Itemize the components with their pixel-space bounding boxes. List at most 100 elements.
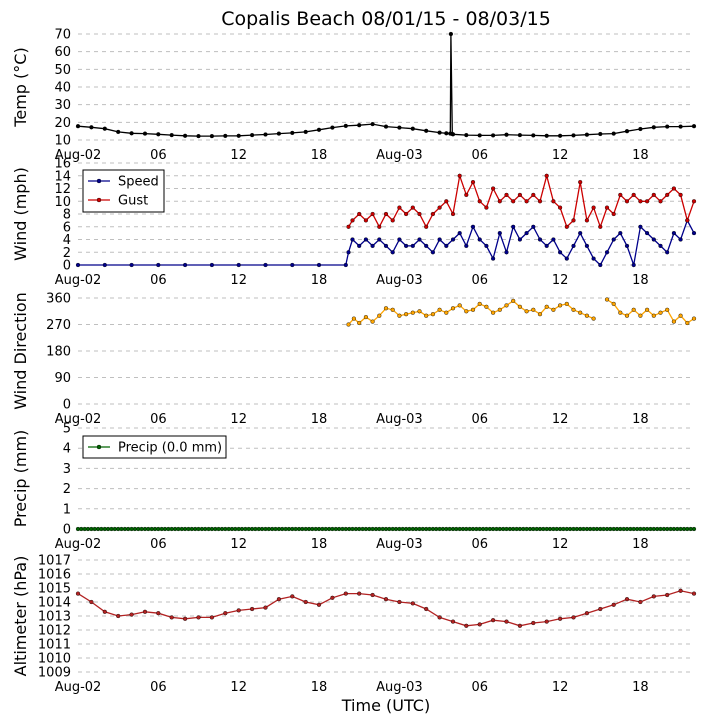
wind-data-point: [464, 192, 469, 197]
temp-data-point: [370, 121, 375, 127]
direction-data-point: [678, 313, 683, 318]
wind-data-point: [517, 237, 522, 242]
wind-data-point: [557, 250, 563, 255]
wind-data-point: [551, 237, 556, 242]
wind-x-tick-label: 18: [632, 273, 649, 288]
direction-y-tick-label: 270: [46, 318, 71, 333]
temp-data-point: [89, 125, 94, 130]
wind-legend-label: Gust: [118, 194, 148, 209]
wind-data-point: [370, 211, 375, 217]
direction-data-point: [671, 319, 676, 324]
temp-data-point: [544, 133, 549, 138]
wind-data-point: [457, 231, 462, 236]
wind-data-point: [390, 218, 395, 223]
altimeter-data-point: [89, 599, 94, 605]
temp-data-point: [156, 132, 161, 137]
temp-data-point: [598, 131, 603, 137]
altimeter-data-point: [638, 599, 643, 605]
wind-data-point: [464, 243, 469, 248]
direction-data-point: [417, 309, 422, 314]
temp-x-tick-label: Aug-02: [55, 148, 102, 163]
altimeter-y-tick-label: 1017: [38, 554, 71, 569]
direction-data-point: [611, 301, 616, 306]
altimeter-data-point: [678, 588, 683, 593]
altimeter-y-tick-label: 1016: [38, 568, 71, 583]
wind-legend-label: Speed: [118, 175, 159, 190]
temp-x-tick-label: 06: [471, 148, 488, 163]
altimeter-data-point: [75, 591, 81, 596]
wind-data-point: [624, 199, 630, 204]
direction-data-point: [370, 319, 375, 324]
direction-data-point: [524, 309, 529, 314]
temp-data-point: [196, 134, 201, 139]
altimeter-data-point: [316, 602, 322, 607]
wind-data-point: [517, 192, 522, 197]
precip-x-tick-label: 12: [552, 537, 569, 552]
temp-data-point: [678, 124, 683, 129]
wind-data-point: [658, 199, 663, 204]
altimeter-data-point: [397, 599, 402, 605]
direction-data-point: [377, 313, 382, 318]
wind-data-point: [209, 262, 214, 268]
temp-data-point: [444, 131, 449, 136]
temp-data-point: [209, 134, 214, 139]
wind-data-point: [410, 243, 415, 248]
temp-data-point: [584, 132, 589, 137]
wind-data-point: [658, 243, 663, 248]
altimeter-y-tick-label: 1011: [38, 638, 71, 653]
temp-data-point: [383, 124, 389, 129]
wind-data-point: [584, 243, 589, 248]
wind-data-point: [397, 205, 402, 210]
altimeter-data-point: [611, 602, 616, 607]
wind-data-point: [578, 231, 583, 236]
precip-legend-box: [82, 435, 227, 459]
wind-data-point: [624, 243, 630, 248]
direction-data-point: [430, 312, 435, 317]
wind-data-point: [357, 243, 362, 248]
wind-data-point: [691, 199, 697, 204]
temp-data-point: [638, 126, 643, 132]
temp-data-point: [263, 132, 268, 137]
wind-data-point: [651, 237, 656, 242]
direction-panel: 0 90 180 270 360 Aug-02 06 12 18 Aug-03 06 12 18 Wind…: [11, 292, 697, 427]
temp-data-point: [665, 124, 670, 129]
wind-data-point: [444, 199, 449, 204]
wind-data-point: [404, 243, 409, 248]
temp-data-point: [448, 31, 453, 37]
wind-x-tick-label: 12: [230, 273, 247, 288]
wind-data-point: [511, 199, 516, 204]
wind-data-point: [370, 243, 375, 248]
wind-data-point: [424, 224, 429, 229]
wind-data-point: [571, 243, 576, 248]
direction-data-point: [644, 307, 650, 312]
wind-data-point: [578, 180, 583, 185]
wind-data-point: [363, 237, 368, 242]
wind-data-point: [511, 224, 516, 229]
altimeter-data-point: [504, 619, 509, 624]
direction-data-point: [564, 301, 569, 306]
temp-data-point: [357, 123, 362, 128]
precip-y-axis-label: Precip (mm): [11, 430, 30, 528]
direction-y-tick-label: 0: [63, 398, 71, 413]
direction-data-point: [618, 310, 623, 315]
wind-data-point: [584, 218, 589, 223]
wind-data-point: [491, 256, 496, 261]
temp-data-point: [531, 133, 536, 138]
precip-y-tick-label: 4: [63, 442, 71, 457]
temp-x-tick-label: 18: [632, 148, 649, 163]
precip-legend-marker: [96, 444, 102, 450]
direction-x-tick-label: 12: [230, 412, 247, 427]
wind-data-point: [470, 224, 476, 229]
direction-data-point: [457, 303, 462, 308]
wind-data-point: [665, 192, 670, 197]
wind-data-point: [346, 224, 351, 229]
direction-data-point: [591, 316, 596, 321]
altimeter-data-point: [691, 591, 697, 596]
altimeter-data-point: [183, 616, 188, 621]
wind-data-point: [477, 199, 482, 204]
altimeter-y-tick-label: 1009: [38, 666, 71, 681]
altimeter-data-point: [303, 599, 308, 605]
wind-data-point: [450, 237, 456, 242]
